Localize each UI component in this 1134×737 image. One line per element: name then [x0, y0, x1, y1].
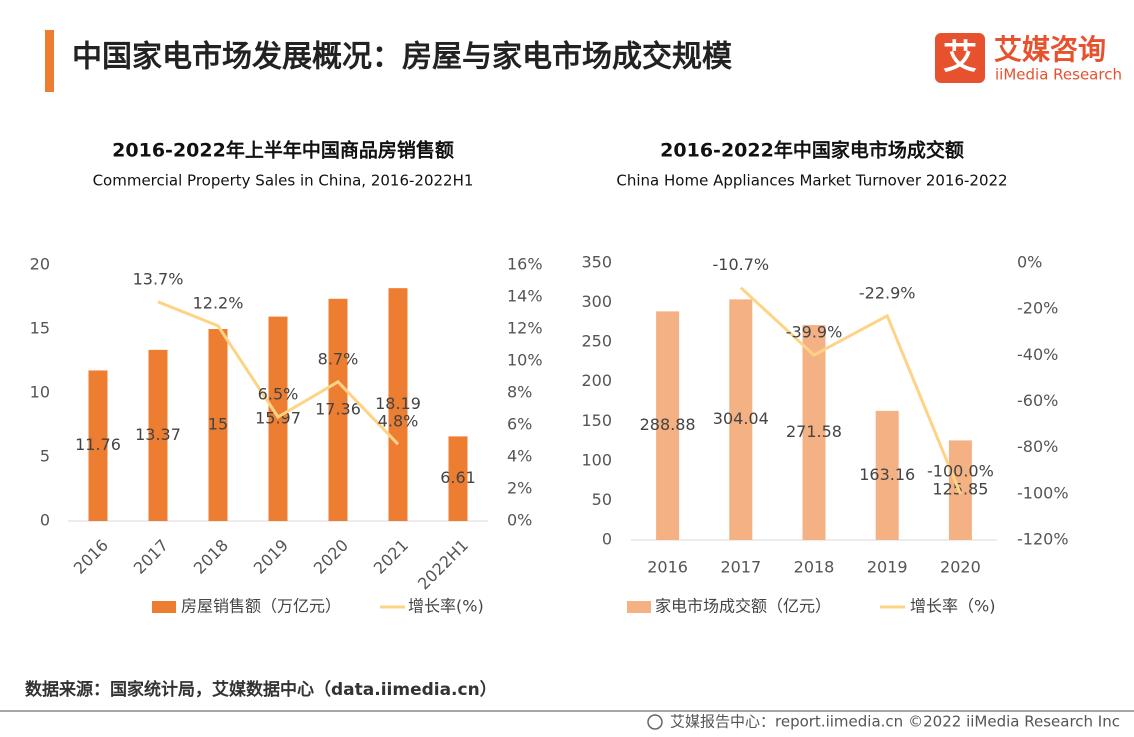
bar — [388, 288, 408, 521]
bar — [729, 299, 753, 540]
y-tick-label: 150 — [581, 411, 612, 430]
bar-value-label: 18.19 — [375, 394, 421, 413]
logo-icon: 艾 — [943, 38, 977, 78]
bar — [802, 325, 826, 540]
y-tick-label: 350 — [581, 253, 612, 272]
x-tick-label: 2020 — [310, 536, 352, 578]
bar-value-label: 13.37 — [135, 425, 181, 444]
legend-label: 家电市场成交额（亿元） — [655, 597, 831, 616]
y2-tick-label: 6% — [507, 415, 532, 434]
x-tick-label: 2019 — [250, 536, 292, 578]
line-value-label: -39.9% — [786, 323, 843, 342]
footer-left: 艾媒报告中心：report.iimedia.cn — [670, 713, 903, 731]
y2-tick-label: 0% — [507, 511, 532, 530]
line-value-label: 6.5% — [258, 385, 299, 404]
chart-subtitle: Commercial Property Sales in China, 2016… — [93, 172, 474, 190]
bar-value-label: 163.16 — [859, 465, 915, 484]
x-tick-label: 2016 — [647, 558, 688, 577]
x-tick-label: 2018 — [794, 558, 835, 577]
line-value-label: 12.2% — [193, 293, 244, 312]
y2-tick-label: 12% — [507, 319, 543, 338]
y2-tick-label: -60% — [1017, 391, 1058, 410]
x-tick-label: 2017 — [720, 558, 761, 577]
legend-swatch — [152, 601, 176, 613]
page-title: 中国家电市场发展概况：房屋与家电市场成交规模 — [72, 40, 732, 75]
x-tick-label: 2020 — [940, 558, 981, 577]
y2-tick-label: 10% — [507, 351, 543, 370]
legend-label: 增长率(%) — [408, 597, 484, 616]
y2-tick-label: 4% — [507, 447, 532, 466]
bar — [148, 349, 168, 521]
x-tick-label: 2018 — [190, 536, 232, 578]
chart-title: 2016-2022年中国家电市场成交额 — [660, 139, 964, 162]
bar-value-label: 17.36 — [315, 399, 361, 418]
bar-value-label: 11.76 — [75, 435, 121, 454]
y-tick-label: 200 — [581, 371, 612, 390]
y-tick-label: 300 — [581, 292, 612, 311]
y-tick-label: 0 — [602, 530, 612, 549]
y-tick-label: 0 — [40, 511, 50, 530]
source: 数据来源：国家统计局，艾媒数据中心（data.iimedia.cn） — [25, 679, 497, 700]
legend-label: 增长率（%) — [910, 597, 995, 616]
bar — [448, 436, 468, 521]
line-value-label: -100.0% — [927, 461, 994, 480]
y2-tick-label: 2% — [507, 479, 532, 498]
y-tick-label: 15 — [30, 319, 50, 338]
x-tick-label: 2021 — [370, 536, 412, 578]
title-accent — [45, 30, 54, 92]
bar — [208, 329, 228, 521]
bar-value-label: 288.88 — [640, 415, 696, 434]
bar-value-label: 15 — [208, 415, 228, 434]
growth-line — [739, 286, 962, 495]
footer-right: ©2022 iiMedia Research Inc — [908, 713, 1120, 731]
logo-en: iiMedia Research — [995, 66, 1122, 84]
bar-value-label: 304.04 — [713, 409, 769, 428]
x-tick-label: 2022H1 — [414, 536, 472, 594]
y-tick-label: 100 — [581, 450, 612, 469]
growth-line — [157, 300, 400, 446]
logo-name: 艾媒咨询 — [994, 33, 1106, 66]
line-value-label: -22.9% — [859, 283, 916, 302]
globe-icon — [647, 714, 663, 730]
y-tick-label: 20 — [30, 255, 50, 274]
y2-tick-label: -40% — [1017, 345, 1058, 364]
chart-title: 2016-2022年上半年中国商品房销售额 — [112, 139, 454, 162]
x-tick-label: 2017 — [130, 536, 172, 578]
bar — [268, 316, 288, 521]
x-tick-label: 2019 — [867, 558, 908, 577]
bar — [875, 410, 899, 540]
y2-tick-label: -100% — [1017, 483, 1069, 502]
legend-label: 房屋销售额（万亿元） — [181, 597, 341, 616]
legend-swatch — [627, 601, 651, 613]
y2-tick-label: 8% — [507, 383, 532, 402]
y-tick-label: 10 — [30, 383, 50, 402]
logo-box — [935, 33, 985, 83]
bar — [88, 370, 108, 521]
y2-tick-label: 0% — [1017, 253, 1042, 272]
line-value-label: 8.7% — [318, 349, 359, 368]
chart-subtitle: China Home Appliances Market Turnover 20… — [616, 172, 1007, 190]
y-tick-label: 50 — [592, 490, 612, 509]
y2-tick-label: -80% — [1017, 437, 1058, 456]
line-value-label: -10.7% — [712, 255, 769, 274]
bar — [328, 298, 348, 521]
y2-tick-label: -120% — [1017, 530, 1069, 549]
bar-value-label: 125.85 — [932, 480, 988, 499]
y-tick-label: 250 — [581, 332, 612, 351]
x-tick-label: 2016 — [70, 536, 112, 578]
bar — [656, 311, 680, 540]
bar-value-label: 6.61 — [440, 468, 476, 487]
y-tick-label: 5 — [40, 447, 50, 466]
line-value-label: 13.7% — [133, 269, 184, 288]
y2-tick-label: 14% — [507, 287, 543, 306]
bar-value-label: 271.58 — [786, 422, 842, 441]
line-value-label: 4.8% — [378, 412, 419, 431]
y2-tick-label: 16% — [507, 255, 543, 274]
y2-tick-label: -20% — [1017, 299, 1058, 318]
